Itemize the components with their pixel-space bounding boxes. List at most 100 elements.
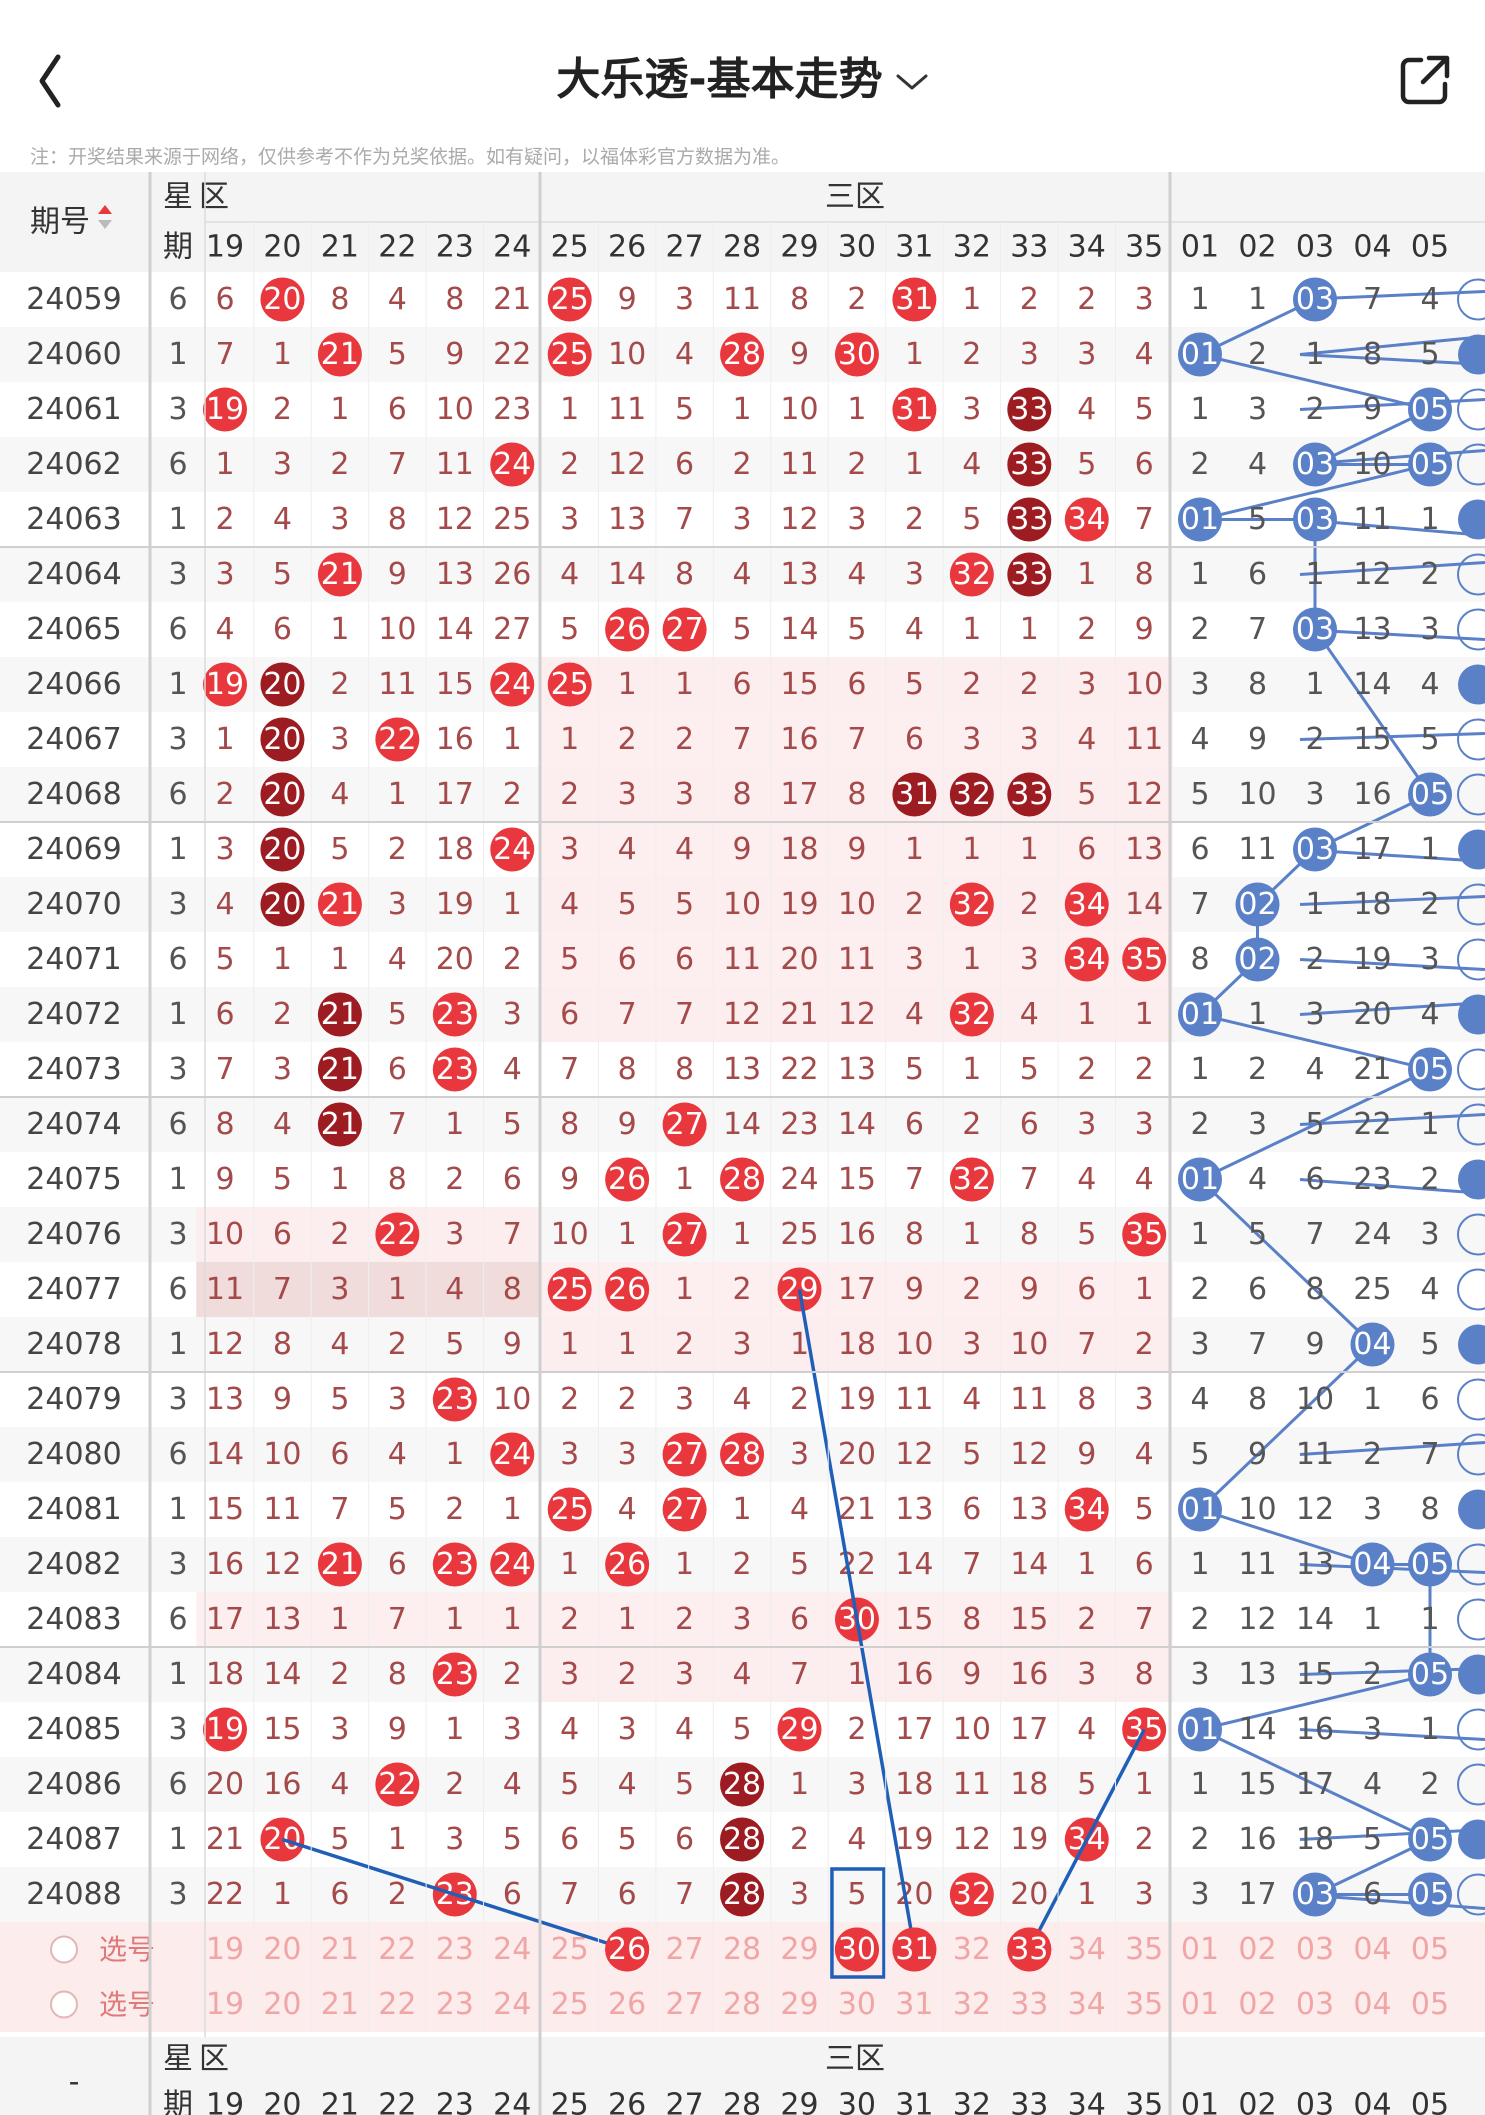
selectable-number[interactable]: 21	[321, 1987, 359, 2022]
selectable-number[interactable]: 02	[1238, 1987, 1276, 2022]
column-header-back: 05	[1411, 230, 1449, 265]
select-row-label[interactable]: 选号	[99, 1933, 155, 1966]
footer-column-front: 30	[838, 2088, 876, 2115]
selectable-number[interactable]: 02	[1238, 1932, 1276, 1967]
selected-ball-number[interactable]: 31	[895, 1932, 933, 1967]
omission-count: 7	[560, 1877, 579, 1912]
selectable-number[interactable]: 31	[895, 1987, 933, 2022]
omission-count: 8	[675, 557, 694, 592]
title-dropdown[interactable]: 大乐透-基本走势	[0, 40, 1485, 120]
omission-count: 1	[962, 1217, 981, 1252]
selectable-number[interactable]: 01	[1181, 1932, 1219, 1967]
back-ball-number: 01	[1181, 1712, 1219, 1747]
omission-count: 2	[503, 777, 522, 812]
omission-count: 13	[1010, 1492, 1048, 1527]
front-ball-number: 32	[953, 887, 991, 922]
selectable-number[interactable]: 32	[953, 1932, 991, 1967]
back-ball-partial	[1457, 278, 1485, 321]
selectable-number[interactable]: 05	[1411, 1932, 1449, 1967]
select-radio[interactable]	[50, 1990, 78, 2019]
omission-count: 2	[675, 1327, 694, 1362]
selectable-number[interactable]: 25	[551, 1932, 589, 1967]
selectable-number[interactable]: 35	[1125, 1987, 1163, 2022]
drawn-trend-line	[1027, 1728, 1146, 1951]
selectable-number[interactable]: 32	[953, 1987, 991, 2022]
selectable-number[interactable]: 27	[666, 1987, 704, 2022]
omission-count: 1	[330, 392, 349, 427]
front-ball-number: 34	[1068, 1492, 1106, 1527]
weekday-value: 6	[168, 1107, 187, 1142]
selectable-number[interactable]: 34	[1068, 1987, 1106, 2022]
omission-count: 6	[1077, 832, 1096, 867]
period-number: 24083	[26, 1602, 121, 1637]
selectable-number[interactable]: 28	[723, 1932, 761, 1967]
selectable-number[interactable]: 03	[1296, 1987, 1334, 2022]
selected-ball[interactable]	[605, 1927, 650, 1972]
selected-ball-number[interactable]: 30	[838, 1932, 876, 1967]
selectable-number[interactable]: 22	[378, 1987, 416, 2022]
omission-count: 3	[790, 1437, 809, 1472]
selectable-number[interactable]: 22	[378, 1932, 416, 1967]
selectable-number[interactable]: 24	[493, 1932, 531, 1967]
omission-count: 1	[1135, 997, 1154, 1032]
omission-count: 5	[790, 1547, 809, 1582]
selectable-number[interactable]: 04	[1353, 1987, 1391, 2022]
selected-ball[interactable]	[834, 1927, 879, 1972]
selectable-number[interactable]: 29	[780, 1932, 818, 1967]
omission-count: 17	[206, 1602, 244, 1637]
selected-ball[interactable]	[1007, 1927, 1052, 1972]
omission-count: 10	[1296, 1382, 1334, 1417]
front-ball-number: 33	[1010, 447, 1048, 482]
front-ball-number: 27	[666, 1492, 704, 1527]
footer-column-front: 26	[608, 2088, 646, 2115]
omission-count: 2	[733, 447, 752, 482]
omission-count: 5	[962, 1437, 981, 1472]
selectable-number[interactable]: 20	[263, 1932, 301, 1967]
share-icon[interactable]	[1395, 50, 1455, 110]
selected-ball-number[interactable]: 33	[1010, 1932, 1048, 1967]
omission-count: 1	[445, 1437, 464, 1472]
selectable-number[interactable]: 29	[780, 1987, 818, 2022]
footer-column-front: 31	[895, 2088, 933, 2115]
trend-line	[1199, 353, 1431, 411]
select-row-label[interactable]: 选号	[99, 1988, 155, 2021]
row-stripe	[0, 437, 1485, 492]
front-ball	[1064, 497, 1109, 542]
omission-count: 5	[733, 1712, 752, 1747]
select-radio[interactable]	[50, 1935, 78, 1964]
column-header-period[interactable]: 期号	[30, 205, 90, 240]
back-ball	[1293, 827, 1337, 872]
front-ball-number: 30	[838, 337, 876, 372]
selectable-number[interactable]: 19	[206, 1932, 244, 1967]
front-ball	[375, 717, 420, 762]
selected-ball[interactable]	[892, 1927, 937, 1972]
selectable-number[interactable]: 01	[1181, 1987, 1219, 2022]
omission-count: 15	[1353, 722, 1391, 757]
selectable-number[interactable]: 28	[723, 1987, 761, 2022]
selectable-number[interactable]: 03	[1296, 1932, 1334, 1967]
selectable-number[interactable]: 34	[1068, 1932, 1106, 1967]
selectable-number[interactable]: 19	[206, 1987, 244, 2022]
selectable-number[interactable]: 04	[1353, 1932, 1391, 1967]
selectable-number[interactable]: 21	[321, 1932, 359, 1967]
selectable-number[interactable]: 23	[436, 1987, 474, 2022]
selectable-number[interactable]: 26	[608, 1987, 646, 2022]
front-ball	[720, 1762, 765, 1807]
period-number: 24071	[26, 942, 121, 977]
omission-count: 2	[330, 447, 349, 482]
selectable-number[interactable]: 24	[493, 1987, 531, 2022]
selectable-number[interactable]: 05	[1411, 1987, 1449, 2022]
selectable-number[interactable]: 20	[263, 1987, 301, 2022]
back-arrow-icon[interactable]	[30, 45, 90, 115]
selectable-number[interactable]: 30	[838, 1987, 876, 2022]
omission-count: 8	[560, 1107, 579, 1142]
selectable-number[interactable]: 23	[436, 1932, 474, 1967]
selectable-number[interactable]: 35	[1125, 1932, 1163, 1967]
omission-count: 5	[675, 392, 694, 427]
selected-ball-number[interactable]: 26	[608, 1932, 646, 1967]
period-number: 24077	[26, 1272, 121, 1307]
selectable-number[interactable]: 27	[666, 1932, 704, 1967]
selectable-number[interactable]: 25	[551, 1987, 589, 2022]
selectable-number[interactable]: 33	[1010, 1987, 1048, 2022]
front-ball-number: 33	[1010, 777, 1048, 812]
